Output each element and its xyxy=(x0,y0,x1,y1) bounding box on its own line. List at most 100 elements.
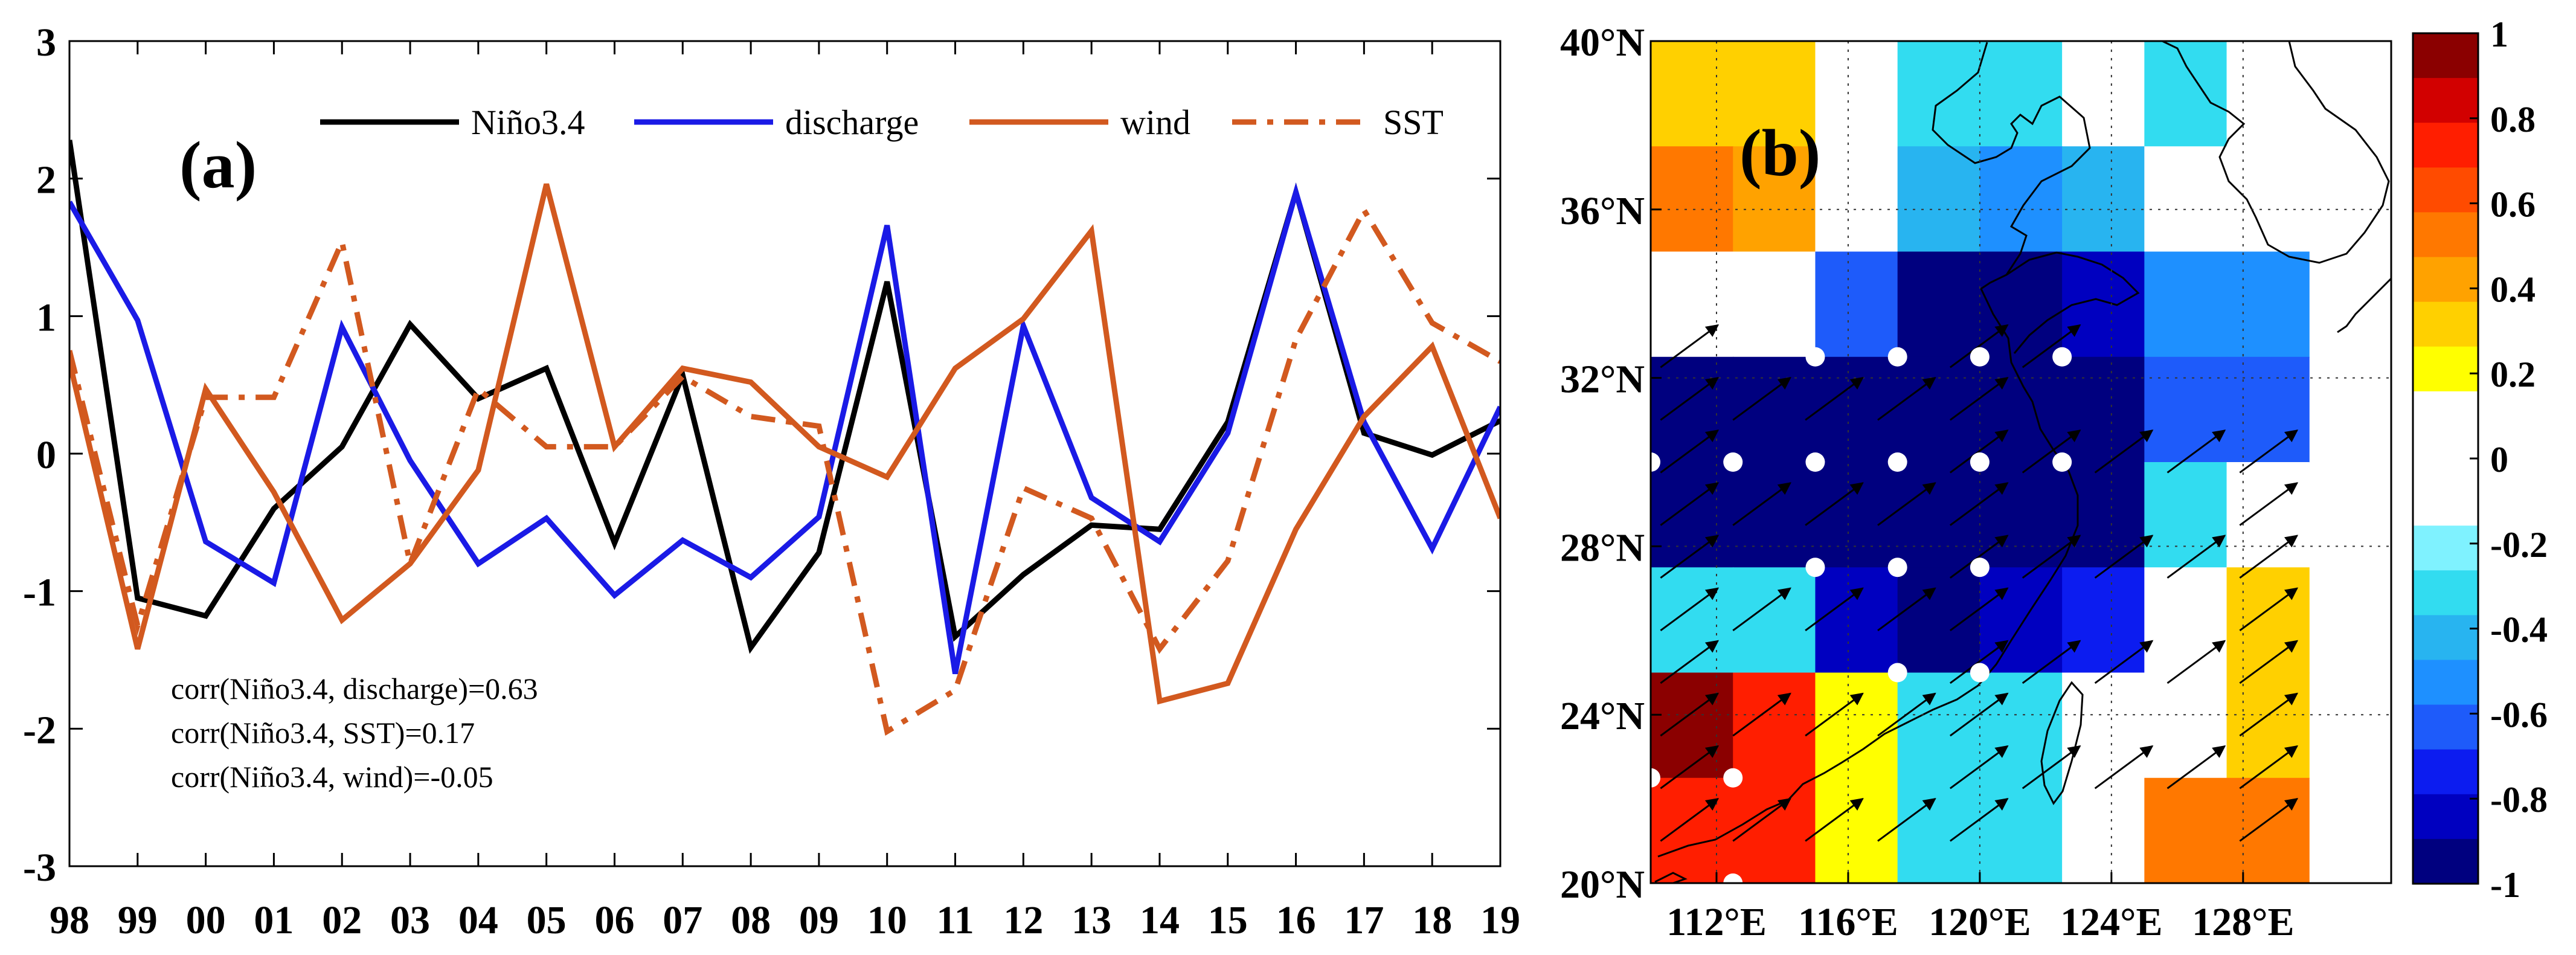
heatmap-cell xyxy=(2062,672,2145,779)
colorbar-segment xyxy=(2413,33,2478,79)
heatmap-cell xyxy=(2144,251,2228,358)
colorbar-tick-label: 0.6 xyxy=(2490,185,2536,225)
panel-a-x-axis: 98 99 00 01 02 03 04 05 06 07 08 09 10 11 12 13 14 15 16 17… xyxy=(50,41,1520,942)
corr-annotation-sst: corr(Niño3.4, SST)=0.17 xyxy=(171,716,475,750)
heatmap-cell xyxy=(2062,41,2145,147)
lat-tick-label: 36°N xyxy=(1560,189,1645,233)
wind-arrow xyxy=(1949,587,2009,632)
wind-arrow xyxy=(1660,798,1720,842)
panel-b-heatmap-cells xyxy=(1651,41,2310,883)
heatmap-cell xyxy=(1815,251,1898,358)
significance-dot xyxy=(1805,347,1825,367)
heatmap-cell xyxy=(2144,777,2228,883)
wind-arrow xyxy=(1805,377,1864,421)
coastline-mainland xyxy=(1657,42,2091,858)
colorbar-segment xyxy=(2413,212,2478,258)
y-tick-label: -2 xyxy=(23,708,56,752)
heatmap-cell xyxy=(1651,41,1734,147)
panel-a-series xyxy=(69,140,1500,736)
wind-arrow xyxy=(2166,640,2226,684)
y-tick-label: 2 xyxy=(36,158,56,202)
colorbar-segment xyxy=(2413,257,2478,303)
panel-a-y-axis: 3 2 1 0 -1 -2 -3 xyxy=(23,21,1500,890)
wind-arrow xyxy=(1660,535,1720,579)
lon-tick-label: 116°E xyxy=(1798,900,1898,944)
colorbar-tick-label: -0.8 xyxy=(2490,780,2548,820)
legend-label: Niño3.4 xyxy=(471,103,585,142)
heatmap-cell xyxy=(1897,41,1980,147)
heatmap-cell xyxy=(1815,146,1898,252)
heatmap-cell xyxy=(1897,462,1980,568)
x-tick-label: 19 xyxy=(1480,898,1520,942)
y-tick-label: -1 xyxy=(23,571,56,615)
heatmap-cell xyxy=(1897,146,1980,252)
heatmap-cell xyxy=(1815,462,1898,568)
wind-arrow xyxy=(1949,798,2009,842)
wind-arrow xyxy=(2239,692,2299,737)
heatmap-cell xyxy=(2144,356,2228,463)
heatmap-cell xyxy=(1897,356,1980,463)
heatmap-cell xyxy=(1815,41,1898,147)
significance-dot xyxy=(1723,768,1743,788)
wind-arrow xyxy=(2239,745,2299,789)
wind-arrow xyxy=(2022,429,2081,474)
heatmap-cell xyxy=(2144,41,2228,147)
significance-dot xyxy=(1970,663,1990,683)
wind-arrow xyxy=(2094,745,2154,789)
colorbar-tick-label: 0 xyxy=(2490,440,2508,480)
significance-dot xyxy=(1970,347,1990,367)
wind-arrow xyxy=(2094,429,2154,474)
wind-arrow xyxy=(1732,798,1791,842)
heatmap-cell xyxy=(2226,251,2310,358)
heatmap-cell xyxy=(1815,672,1898,779)
wind-arrow xyxy=(1732,692,1791,737)
lat-tick-label: 20°N xyxy=(1560,863,1645,907)
panel-b-coastline xyxy=(1654,41,2391,883)
colorbar-segment xyxy=(2413,436,2478,482)
wind-arrow xyxy=(2239,798,2299,842)
wind-arrow xyxy=(1949,429,2009,474)
heatmap-cell xyxy=(2226,356,2310,463)
panel-a-label: (a) xyxy=(179,128,257,202)
colorbar-segment xyxy=(2413,794,2478,840)
x-tick-label: 12 xyxy=(1003,898,1043,942)
heatmap-cell xyxy=(1897,567,1980,674)
x-tick-label: 04 xyxy=(458,898,498,942)
x-tick-label: 02 xyxy=(322,898,362,942)
panel-b-wind-arrows xyxy=(1660,324,2299,842)
x-tick-label: 07 xyxy=(663,898,702,942)
wind-arrow xyxy=(1732,482,1791,526)
wind-arrow xyxy=(1660,692,1720,737)
panel-a-legend: Niño3.4 discharge wind SST xyxy=(320,103,1444,142)
wind-arrow xyxy=(1660,745,1720,789)
x-tick-label: 05 xyxy=(527,898,567,942)
wind-arrow xyxy=(1949,692,2009,737)
wind-arrow xyxy=(2239,587,2299,632)
heatmap-cell xyxy=(1651,777,1734,883)
significance-dot xyxy=(2382,452,2391,472)
heatmap-cell xyxy=(2226,777,2310,883)
lon-tick-label: 120°E xyxy=(1929,900,2031,944)
colorbar-tick-label: 0.8 xyxy=(2490,100,2536,140)
coastline-shandong xyxy=(2006,251,2140,354)
colorbar-segment xyxy=(2413,123,2478,169)
heatmap-cell xyxy=(1979,41,2063,147)
x-tick-label: 15 xyxy=(1208,898,1248,942)
wind-arrow xyxy=(1732,587,1791,632)
significance-dot xyxy=(1887,558,1907,577)
colorbar-tick-label: -0.4 xyxy=(2490,610,2548,650)
lat-tick-label: 28°N xyxy=(1560,526,1645,570)
heatmap-cell xyxy=(2062,462,2145,568)
coastline-hainan xyxy=(1654,872,1688,883)
heatmap-cell xyxy=(2144,462,2228,568)
legend-label: discharge xyxy=(785,103,919,142)
panel-b-label: (b) xyxy=(1739,116,1820,190)
significance-dot xyxy=(1970,558,1990,577)
heatmap-cell xyxy=(1897,251,1980,358)
heatmap-cell xyxy=(2226,672,2310,779)
wind-arrow xyxy=(1877,377,1936,421)
heatmap-cell xyxy=(1651,672,1734,779)
lat-tick-label: 40°N xyxy=(1560,21,1645,65)
